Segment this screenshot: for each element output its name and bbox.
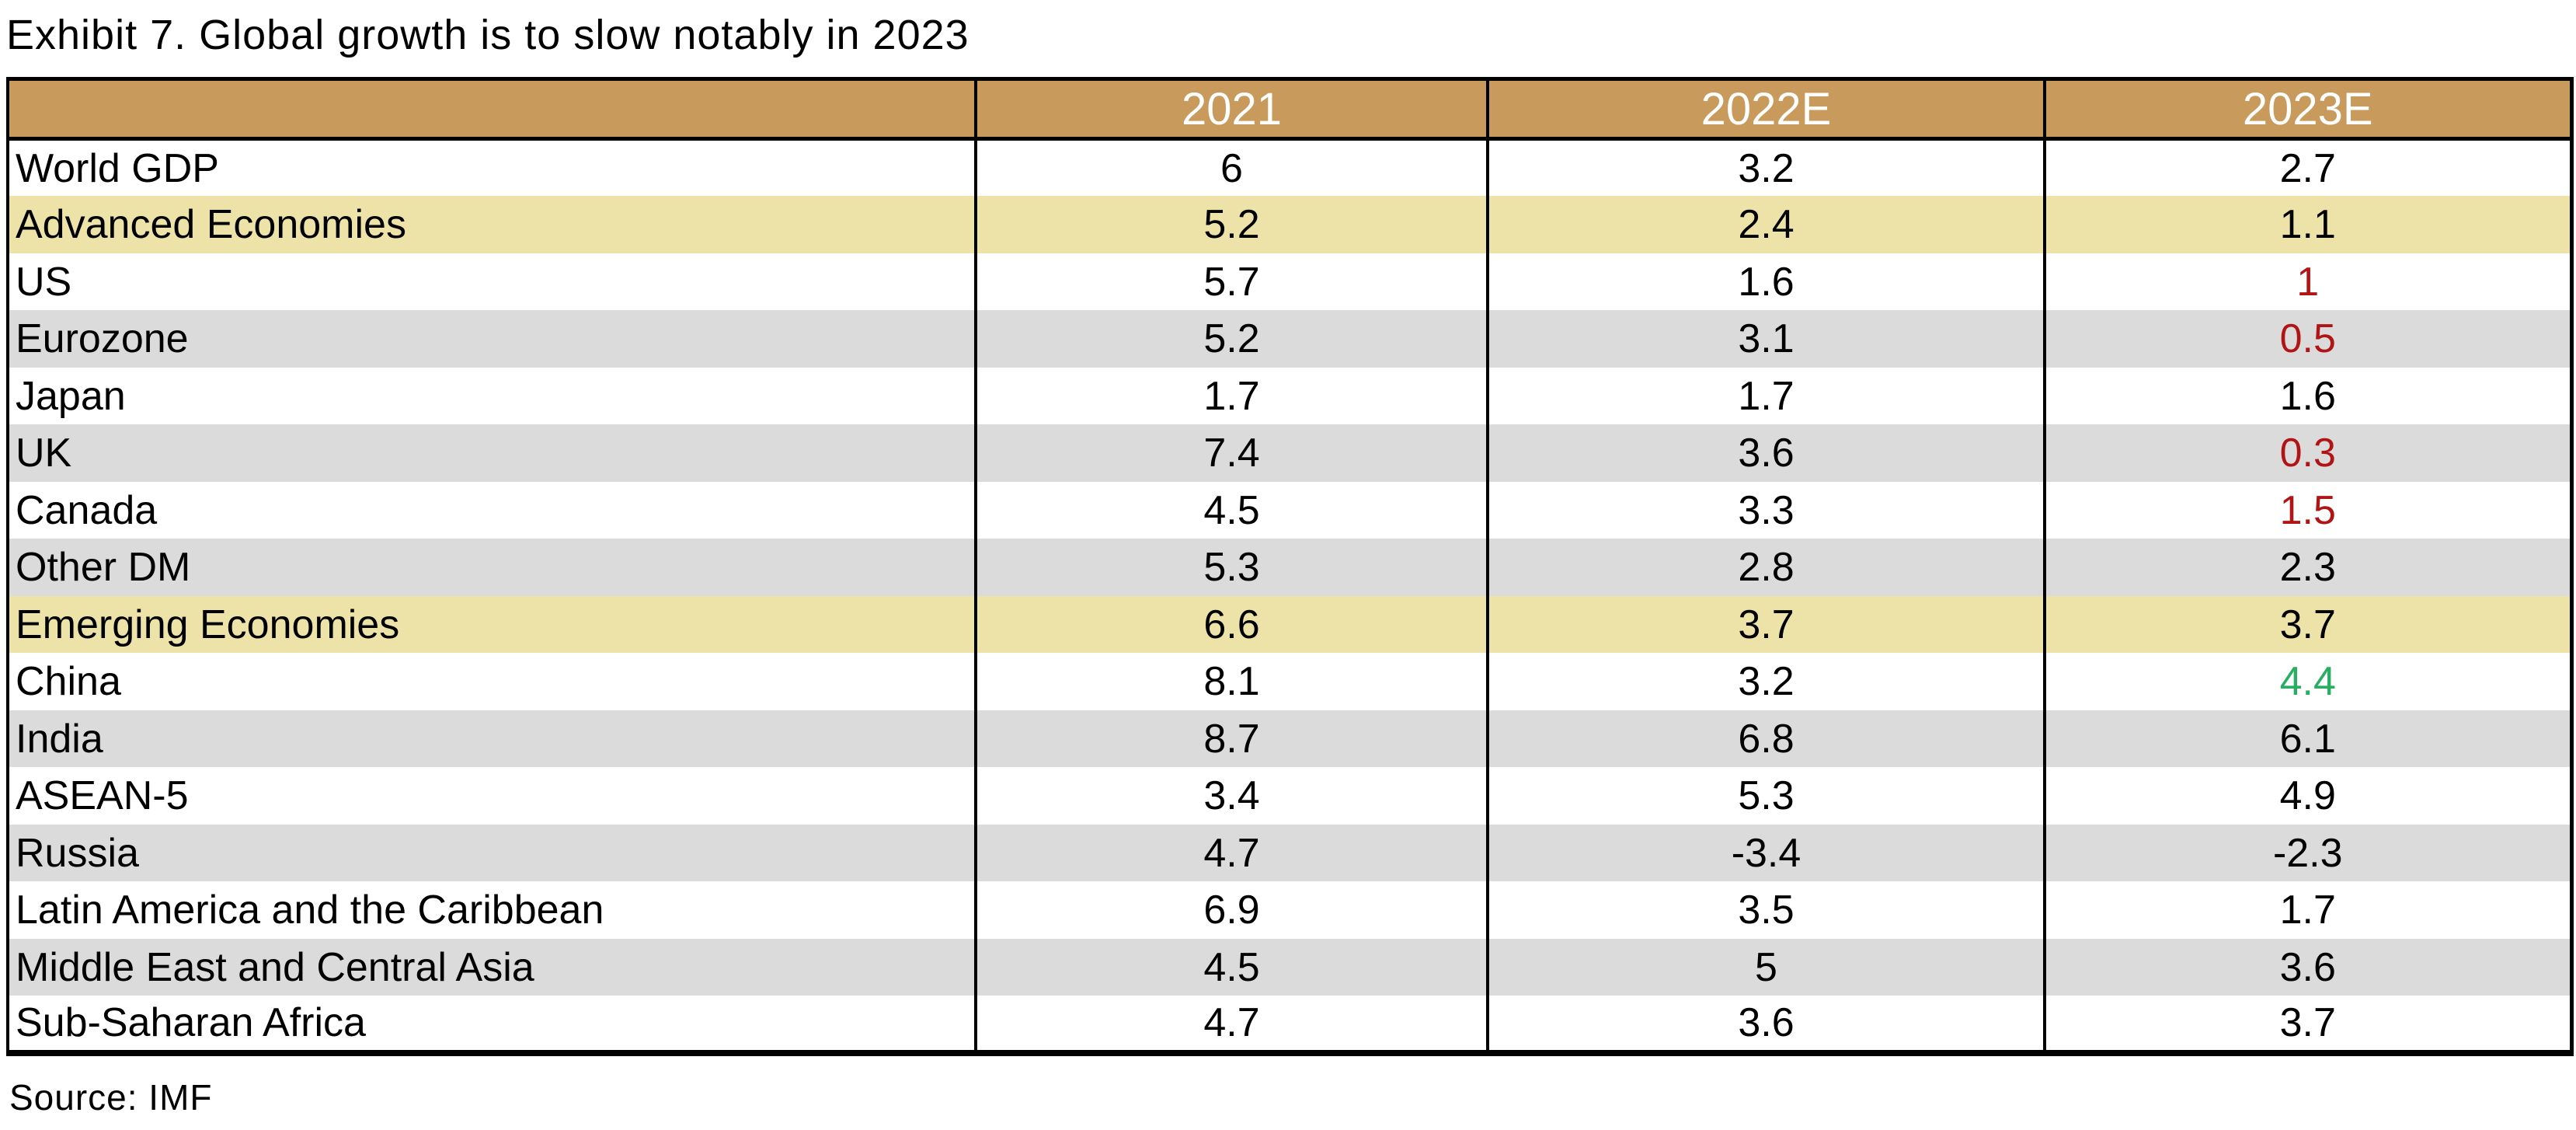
value-cell: 0.3 [2043,424,2571,482]
table-row: UK 7.4 3.6 0.3 [8,424,2571,482]
table-row: Emerging Economies 6.6 3.7 3.7 [8,595,2571,654]
table-row: Japan 1.7 1.7 1.6 [8,367,2571,425]
row-label: UK [8,424,976,482]
value-cell: 3.2 [1486,138,2045,197]
header-2021: 2021 [974,78,1488,141]
value-cell: 3.7 [2043,595,2571,654]
table-row: Other DM 5.3 2.8 2.3 [8,539,2571,596]
row-label: Advanced Economies [8,196,976,253]
value-cell: 3.6 [1486,424,2045,482]
value-cell: 2.3 [2043,539,2571,596]
value-cell: 5 [1486,938,2045,996]
value-cell: 8.1 [974,653,1488,710]
table-row: India 8.7 6.8 6.1 [8,710,2571,768]
value-cell: 3.2 [1486,653,2045,710]
value-cell: 6.8 [1486,710,2045,768]
table-row: Sub-Saharan Africa 4.7 3.6 3.7 [8,996,2571,1053]
table-row: World GDP 6 3.2 2.7 [8,138,2571,197]
value-cell: 6 [974,138,1488,197]
row-label: World GDP [8,138,976,197]
value-cell: 7.4 [974,424,1488,482]
table-row: Advanced Economies 5.2 2.4 1.1 [8,196,2571,253]
row-label: US [8,253,976,311]
value-cell: 3.5 [1486,881,2045,939]
table-row: Russia 4.7 -3.4 -2.3 [8,824,2571,882]
value-cell: -3.4 [1486,824,2045,882]
table-row: ASEAN-5 3.4 5.3 4.9 [8,767,2571,825]
value-cell: 6.1 [2043,710,2571,768]
exhibit-title: Exhibit 7. Global growth is to slow nota… [6,12,969,58]
value-cell: 4.7 [974,824,1488,882]
row-label: ASEAN-5 [8,767,976,825]
table-row: Canada 4.5 3.3 1.5 [8,481,2571,539]
value-cell: 2.8 [1486,539,2045,596]
source-note: Source: IMF [9,1076,213,1118]
value-cell: 1.6 [1486,253,2045,311]
value-cell: 4.4 [2043,653,2571,710]
value-cell: 3.3 [1486,481,2045,539]
header-2022e: 2022E [1486,78,2045,141]
row-label: China [8,653,976,710]
value-cell: 4.7 [974,996,1488,1053]
growth-table-header: 2021 2022E 2023E [8,78,2571,141]
value-cell: 0.5 [2043,310,2571,368]
row-label: Eurozone [8,310,976,368]
value-cell: 4.5 [974,938,1488,996]
table-row: Eurozone 5.2 3.1 0.5 [8,310,2571,368]
table-row: Latin America and the Caribbean 6.9 3.5 1.7 [8,881,2571,939]
value-cell: 5.3 [1486,767,2045,825]
row-label: Canada [8,481,976,539]
table-row: US 5.7 1.6 1 [8,253,2571,311]
row-label: Japan [8,367,976,425]
value-cell: -2.3 [2043,824,2571,882]
value-cell: 3.4 [974,767,1488,825]
value-cell: 3.6 [1486,996,2045,1053]
value-cell: 1.7 [2043,881,2571,939]
value-cell: 4.5 [974,481,1488,539]
value-cell: 1 [2043,253,2571,311]
value-cell: 1.1 [2043,196,2571,253]
row-label: India [8,710,976,768]
row-label: Emerging Economies [8,595,976,654]
value-cell: 5.3 [974,539,1488,596]
table-row: China 8.1 3.2 4.4 [8,653,2571,710]
value-cell: 3.6 [2043,938,2571,996]
value-cell: 3.7 [1486,595,2045,654]
value-cell: 1.6 [2043,367,2571,425]
value-cell: 5.2 [974,310,1488,368]
value-cell: 4.9 [2043,767,2571,825]
value-cell: 1.7 [1486,367,2045,425]
header-empty-cell [8,78,976,141]
value-cell: 8.7 [974,710,1488,768]
value-cell: 2.7 [2043,138,2571,197]
row-label: Latin America and the Caribbean [8,881,976,939]
row-label: Other DM [8,539,976,596]
row-label: Middle East and Central Asia [8,938,976,996]
header-2023e: 2023E [2043,78,2571,141]
value-cell: 6.9 [974,881,1488,939]
row-label: Russia [8,824,976,882]
table-row: Middle East and Central Asia 4.5 5 3.6 [8,938,2571,996]
row-label: Sub-Saharan Africa [8,996,976,1053]
value-cell: 1.7 [974,367,1488,425]
growth-table-body: World GDP 6 3.2 2.7 Advanced Economies 5.2 2.4… [8,138,2571,1053]
table-header-row: 2021 2022E 2023E [8,78,2571,141]
value-cell: 5.2 [974,196,1488,253]
value-cell: 6.6 [974,595,1488,654]
value-cell: 2.4 [1486,196,2045,253]
value-cell: 1.5 [2043,481,2571,539]
value-cell: 5.7 [974,253,1488,311]
growth-table: 2021 2022E 2023E World GDP 6 3.2 2.7 Advance… [6,77,2574,1056]
value-cell: 3.1 [1486,310,2045,368]
value-cell: 3.7 [2043,996,2571,1053]
